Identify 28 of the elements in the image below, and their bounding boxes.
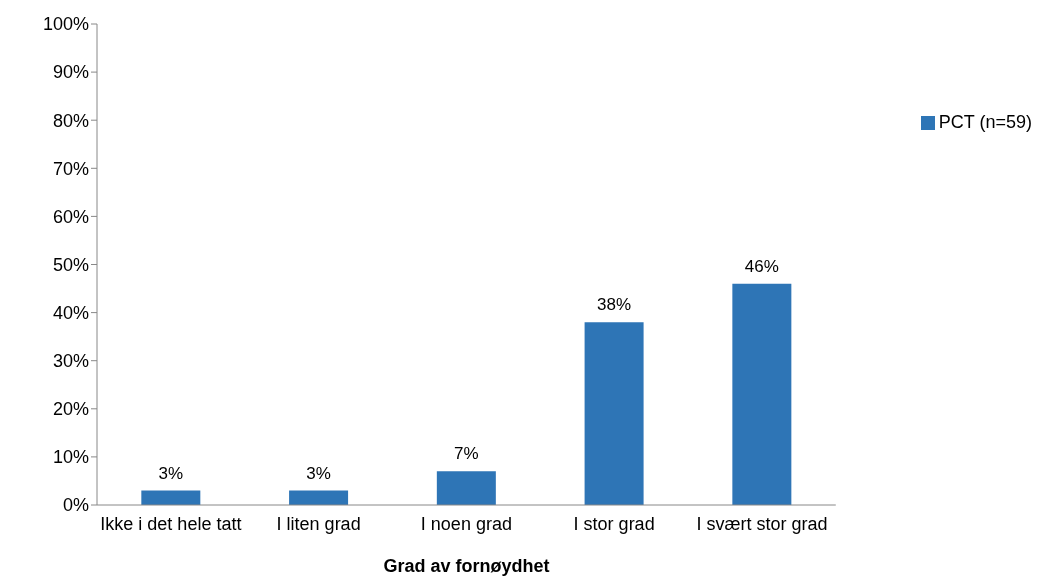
x-tick-label: Ikke i det hele tatt [100,513,242,534]
y-tick-label: 50% [52,254,89,275]
y-tick-label: 0% [62,495,89,516]
y-tick-label: 60% [52,206,89,227]
y-tick-label: 40% [52,302,89,323]
x-tick-label: I stor grad [573,513,655,534]
y-tick-label: 10% [52,447,89,468]
bar [732,283,792,505]
x-tick-label: I liten grad [276,513,361,534]
y-tick-label: 30% [52,351,89,372]
y-tick-label: 20% [52,399,89,420]
y-tick-label: 80% [52,110,89,131]
x-tick-label: I noen grad [420,513,512,534]
x-axis-title: Grad av fornøydhet [383,556,550,576]
bar [289,490,349,505]
x-tick-label: I svært stor grad [696,513,828,534]
y-tick-label: 100% [42,14,89,35]
legend-label: PCT (n=59) [938,112,1032,132]
data-label: 7% [454,444,479,464]
bar [436,471,496,505]
data-label: 3% [306,463,331,483]
data-label: 38% [597,295,632,315]
bar [141,490,201,505]
y-tick-label: 90% [52,62,89,83]
data-label: 3% [158,463,184,483]
bar [584,322,644,505]
data-label: 46% [744,256,779,276]
y-tick-label: 70% [52,158,89,179]
